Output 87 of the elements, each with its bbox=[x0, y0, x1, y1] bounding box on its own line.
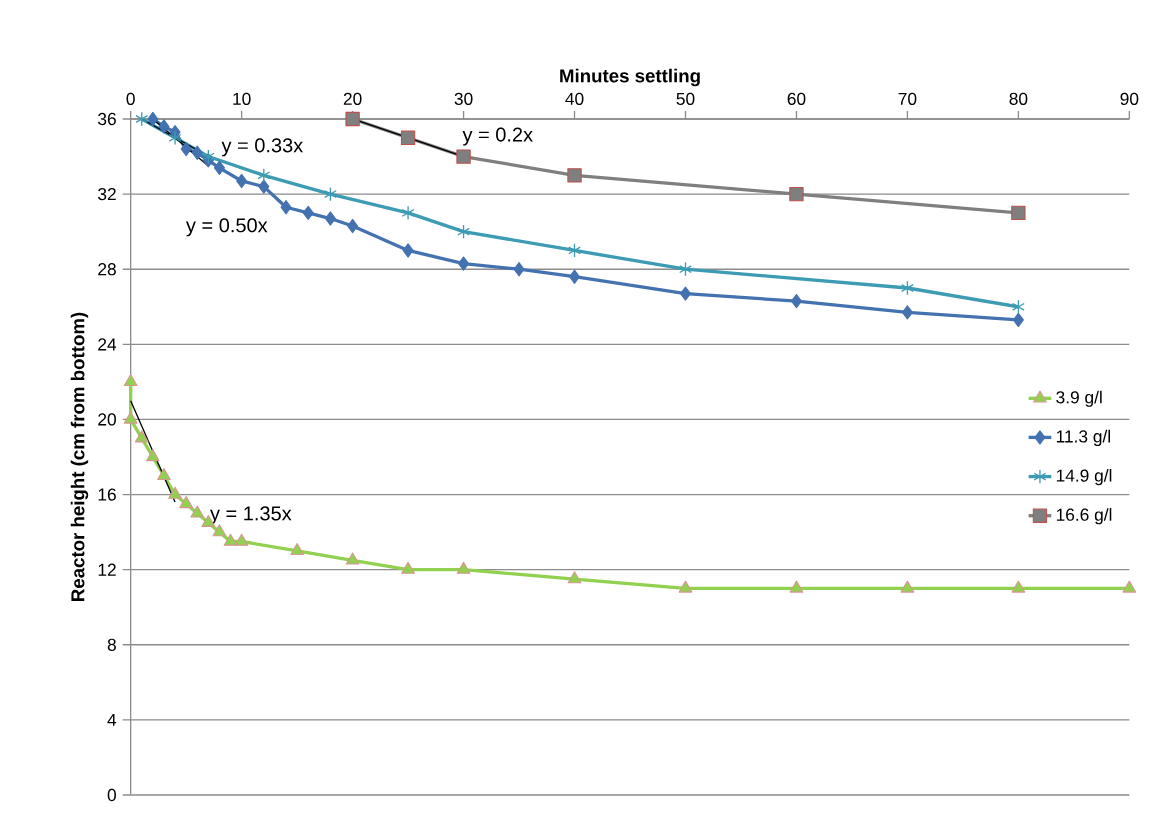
y-axis-title: Reactor height (cm from bottom) bbox=[70, 312, 89, 601]
point bbox=[347, 218, 359, 234]
x-tick-label: 90 bbox=[1120, 92, 1139, 105]
point bbox=[402, 243, 414, 258]
point bbox=[679, 261, 692, 277]
point bbox=[345, 111, 360, 127]
point bbox=[1011, 205, 1026, 221]
y-tick-label: 8 bbox=[107, 638, 116, 651]
point bbox=[212, 524, 227, 537]
point bbox=[401, 205, 415, 221]
point bbox=[190, 505, 205, 518]
point bbox=[401, 561, 415, 574]
y-tick-label: 12 bbox=[98, 563, 116, 576]
point bbox=[678, 580, 693, 593]
point bbox=[789, 186, 804, 202]
point bbox=[257, 168, 271, 183]
point bbox=[901, 305, 913, 320]
point bbox=[1011, 580, 1026, 593]
y-tick-label: 0 bbox=[107, 788, 116, 802]
point bbox=[179, 496, 194, 509]
x-tick-label: 30 bbox=[454, 92, 473, 105]
point bbox=[168, 130, 182, 146]
point bbox=[324, 211, 336, 226]
legend-label: 3.9 g/l bbox=[1056, 390, 1102, 407]
y-tick-label: 32 bbox=[98, 187, 116, 201]
point bbox=[1122, 580, 1137, 593]
legend-label: 16.6 g/l bbox=[1056, 508, 1112, 525]
y-tick-label: 4 bbox=[107, 713, 117, 726]
point bbox=[568, 243, 581, 258]
point bbox=[213, 160, 225, 175]
point bbox=[236, 173, 248, 189]
x-tick-label: 10 bbox=[233, 92, 251, 105]
annotation: y = 0.50x bbox=[185, 218, 268, 237]
x-tick-label: 70 bbox=[898, 92, 917, 105]
point bbox=[234, 533, 249, 546]
point bbox=[458, 256, 470, 271]
point bbox=[456, 149, 471, 164]
point bbox=[223, 533, 238, 546]
point bbox=[147, 111, 159, 127]
x-axis-title: Minutes settling bbox=[560, 68, 700, 87]
point bbox=[123, 411, 138, 424]
point bbox=[258, 179, 270, 194]
y-tick-label: 28 bbox=[98, 263, 116, 276]
y-tick-label: 20 bbox=[98, 413, 116, 426]
point bbox=[201, 149, 215, 164]
point bbox=[901, 280, 914, 296]
annotation: y = 1.35x bbox=[210, 506, 292, 525]
point bbox=[679, 286, 691, 301]
x-tick-label: 0 bbox=[126, 92, 135, 105]
x-tick-label: 20 bbox=[343, 92, 362, 105]
y-tick-label: 16 bbox=[98, 488, 116, 501]
y-tick-label: 36 bbox=[98, 112, 116, 126]
annotation: y = 0.33x bbox=[221, 138, 303, 157]
point bbox=[345, 552, 360, 565]
point bbox=[191, 145, 203, 160]
x-tick-label: 50 bbox=[676, 92, 695, 105]
point bbox=[134, 430, 149, 443]
point bbox=[567, 168, 582, 183]
point bbox=[280, 200, 292, 215]
point bbox=[789, 580, 804, 593]
x-tick-label: 80 bbox=[1009, 92, 1028, 105]
point bbox=[790, 293, 802, 309]
point bbox=[158, 119, 170, 134]
point bbox=[323, 186, 337, 202]
point bbox=[180, 141, 192, 157]
x-tick-label: 60 bbox=[787, 92, 806, 105]
x-tick-label: 40 bbox=[565, 92, 584, 105]
point bbox=[302, 205, 314, 221]
point bbox=[900, 580, 915, 593]
legend-label: 11.3 g/l bbox=[1056, 429, 1110, 447]
point bbox=[168, 486, 182, 499]
point bbox=[290, 543, 304, 556]
point bbox=[456, 561, 471, 574]
point bbox=[457, 224, 470, 239]
point bbox=[400, 130, 416, 145]
point bbox=[123, 374, 138, 387]
point bbox=[157, 467, 171, 480]
point bbox=[1012, 312, 1024, 328]
y-tick-label: 24 bbox=[98, 338, 117, 351]
point bbox=[1011, 299, 1025, 315]
point bbox=[569, 269, 581, 284]
point bbox=[567, 571, 582, 584]
annotation: y = 0.2x bbox=[462, 127, 533, 146]
point bbox=[135, 111, 149, 127]
legend-label: 14.9 g/l bbox=[1056, 468, 1112, 486]
point bbox=[146, 449, 160, 462]
point bbox=[513, 262, 525, 277]
